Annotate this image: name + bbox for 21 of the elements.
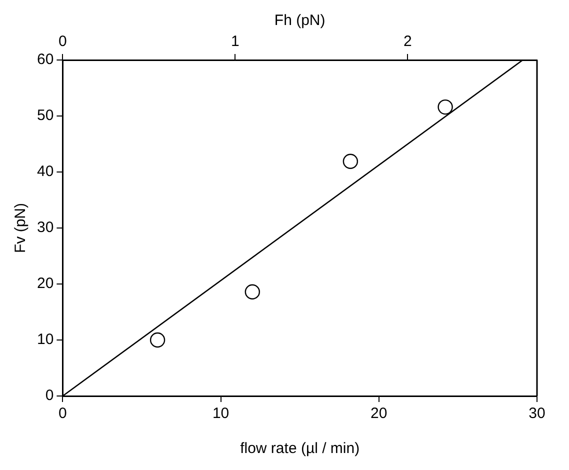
y-tick-label: 40 [36,163,54,180]
point [150,332,166,348]
point [244,284,260,300]
y-tick-label: 50 [36,107,54,124]
point [342,154,358,169]
x-tick-label: 30 [528,405,546,422]
x2-tick-label: 2 [403,33,412,50]
y-tick-label: 10 [36,331,54,348]
x-tick-label: 20 [370,405,388,422]
x-axis-title: flow rate (µl / min) [240,440,360,458]
x2-tick-label: 0 [58,33,67,50]
y-tick-label: 60 [36,51,54,68]
x2-tick-label: 1 [230,33,240,50]
y-axis-title: Fv (pN) [12,203,30,253]
x-tick-label: 0 [58,405,67,422]
point [438,99,453,115]
y-tick-label: 0 [45,387,54,404]
x-tick-label: 10 [212,405,230,422]
y-tick-label: 20 [36,275,54,292]
y-tick-label: 30 [36,219,54,236]
x2-axis-title: Fh (pN) [274,12,326,30]
